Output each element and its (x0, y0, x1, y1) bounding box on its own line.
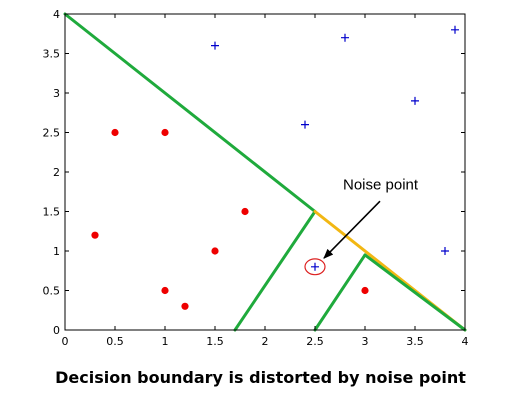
positive-point (411, 96, 419, 105)
decision-boundaries (63, 12, 467, 332)
x-tick-label: 3 (362, 335, 369, 348)
scatter-chart: Noise point 0 0.5 1 1.5 2 2.5 3 3.5 4 0 0.5 1 1.5 2 2.… (43, 8, 469, 348)
y-tick-label: 0.5 (43, 285, 61, 298)
positive-point (311, 262, 319, 271)
positive-point (341, 33, 349, 42)
figure-caption: Decision boundary is distorted by noise … (55, 368, 466, 387)
noise-point-label: Noise point (343, 176, 419, 193)
boundary-segment-0 (63, 12, 317, 213)
x-tick-label: 3.5 (406, 335, 424, 348)
negative-point (111, 128, 119, 137)
positive-point (441, 247, 449, 255)
y-tick-label: 4 (53, 8, 60, 21)
positive-point (451, 25, 459, 34)
negative-point (161, 286, 169, 295)
noise-arrow (323, 200, 381, 259)
x-tick-label: 2 (262, 335, 269, 348)
axis-ticks: 0 0.5 1 1.5 2 2.5 3 3.5 4 0 0.5 1 1.5 2 2.5 3 3.5 4 (43, 8, 469, 348)
positive-point (211, 41, 219, 50)
boundary-segment-4 (363, 253, 467, 332)
boundary-segment-3 (313, 253, 367, 332)
x-tick-label: 1 (162, 335, 169, 348)
x-tick-label: 1.5 (206, 335, 224, 348)
negative-point (161, 128, 169, 137)
x-tick-label: 0 (62, 335, 69, 348)
negative-point (211, 247, 219, 255)
x-tick-label: 0.5 (106, 335, 124, 348)
y-tick-label: 0 (53, 324, 60, 337)
y-tick-label: 3 (53, 87, 60, 100)
negative-point (241, 207, 249, 216)
noise-annotation: Noise point (304, 176, 419, 276)
y-tick-label: 3.5 (43, 48, 61, 61)
negative-point (181, 302, 189, 310)
y-tick-label: 1.5 (43, 206, 61, 219)
boundary-segment-1 (233, 210, 317, 332)
x-tick-label: 2.5 (306, 335, 324, 348)
y-tick-label: 2.5 (43, 127, 61, 140)
y-tick-label: 2 (53, 166, 60, 179)
positive-point (301, 120, 309, 129)
y-tick-label: 1 (53, 245, 60, 258)
negative-point (91, 231, 99, 239)
data-points (91, 25, 459, 310)
negative-point (361, 286, 369, 295)
noise-circle (304, 258, 326, 276)
x-tick-label: 4 (462, 335, 469, 348)
